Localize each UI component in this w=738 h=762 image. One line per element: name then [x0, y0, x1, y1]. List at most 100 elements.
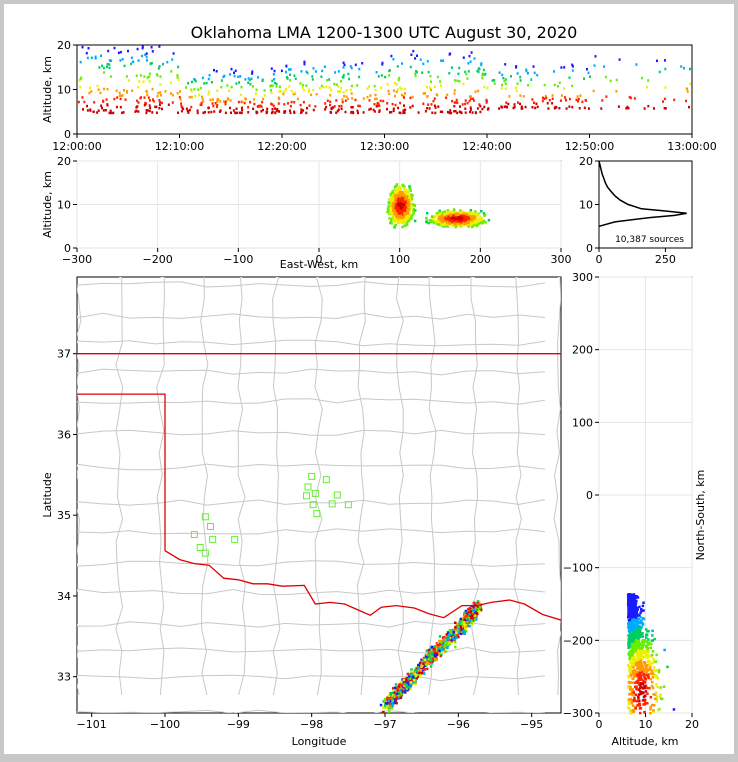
time-height-source-point: [274, 111, 277, 114]
plan-view-source-point: [445, 633, 449, 636]
north-south-source-point: [636, 614, 640, 617]
time-height-source-point: [285, 76, 288, 79]
time-height-source-point: [641, 76, 643, 80]
north-south-source-point: [642, 609, 645, 612]
north-south-source-point: [640, 607, 643, 611]
x-tick-label: 13:00:00: [667, 140, 716, 153]
time-height-source-point: [141, 45, 144, 48]
time-height-source-point: [563, 96, 566, 99]
north-south-source-point: [639, 616, 642, 619]
east-west-source-point: [400, 213, 404, 216]
north-south-source-point: [630, 690, 634, 693]
time-height-source-point: [493, 79, 496, 82]
north-south-source-point: [647, 643, 650, 646]
east-west-source-point: [467, 225, 470, 228]
north-south-source-point: [632, 651, 635, 654]
north-south-source-point: [643, 676, 646, 679]
north-south-source-point: [642, 643, 645, 646]
time-height-source-point: [235, 107, 238, 110]
north-south-source-point: [648, 641, 651, 645]
time-height-source-point: [88, 91, 91, 95]
time-height-source-point: [311, 75, 314, 78]
time-height-source-point: [379, 99, 382, 102]
east-west-source-point: [410, 199, 413, 202]
time-height-source-point: [587, 107, 590, 110]
plan-view-source-point: [418, 674, 422, 678]
east-west-source-point: [448, 222, 452, 225]
plan-view-source-point: [455, 630, 458, 633]
plan-view-source-point: [395, 701, 398, 705]
time-height-source-point: [424, 92, 426, 95]
time-height-source-point: [455, 101, 458, 104]
figure-title: Oklahoma LMA 1200-1300 UTC August 30, 20…: [191, 23, 578, 42]
plan-view-source-point: [438, 643, 442, 646]
time-height-source-point: [289, 79, 292, 82]
plan-view-source-point: [449, 631, 453, 634]
time-height-source-point: [234, 69, 237, 73]
plan-view-source-point: [405, 687, 409, 690]
east-west-source-point: [395, 194, 399, 198]
north-south-source-point: [637, 653, 641, 656]
time-height-source-point: [202, 111, 205, 115]
time-height-source-point: [401, 62, 403, 65]
east-west-source-point: [469, 217, 473, 220]
time-height-source-point: [102, 99, 105, 103]
time-height-source-point: [524, 105, 527, 109]
time-height-source-point: [311, 78, 314, 81]
time-height-source-point: [683, 66, 685, 70]
plan-view-source-point: [443, 646, 447, 650]
plan-view-source-point: [440, 647, 444, 650]
time-height-source-point: [247, 111, 250, 114]
north-south-source-point: [629, 665, 633, 668]
east-west-source-point: [441, 225, 445, 228]
time-height-source-point: [411, 95, 414, 99]
time-height-source-point: [448, 53, 451, 56]
time-height-source-point: [456, 79, 459, 82]
time-height-source-point: [455, 98, 458, 102]
north-south-source-point: [656, 709, 660, 712]
time-height-source-point: [90, 90, 93, 93]
plan-view-source-point: [403, 682, 407, 686]
north-south-source-point: [637, 633, 641, 636]
time-height-source-point: [293, 110, 296, 114]
east-west-source-point: [397, 202, 400, 206]
north-south-source-point: [646, 656, 649, 660]
time-height-source-point: [428, 86, 431, 89]
time-height-source-point: [436, 75, 439, 79]
plan-view-source-point: [423, 672, 426, 675]
time-height-source-point: [380, 86, 383, 89]
east-west-source-point: [397, 207, 400, 210]
time-height-source-point: [369, 107, 372, 111]
county-boundary-line: [77, 312, 546, 320]
time-height-source-point: [504, 63, 507, 66]
north-south-source-point: [639, 659, 643, 662]
time-height-source-point: [391, 102, 394, 106]
east-west-source-point: [400, 216, 403, 219]
time-height-source-point: [247, 77, 250, 80]
plan-view-source-point: [460, 620, 463, 624]
north-south-source-point: [650, 655, 653, 658]
time-height-source-point: [208, 74, 211, 77]
time-height-source-point: [204, 110, 206, 114]
north-south-source-point: [635, 661, 639, 664]
plan-view-source-point: [456, 622, 459, 626]
plan-view-source-point: [444, 634, 447, 638]
y-tick-label: 37: [57, 348, 71, 361]
time-height-source-point: [200, 103, 203, 107]
time-height-source-point: [170, 70, 173, 73]
time-height-source-point: [187, 109, 190, 113]
plan-view-source-point: [465, 612, 469, 615]
plan-view-source-point: [456, 626, 459, 629]
time-height-source-point: [483, 85, 486, 89]
time-height-source-point: [419, 58, 422, 61]
plan-view-source-point: [474, 611, 477, 615]
north-south-source-point: [638, 656, 641, 659]
time-height-source-point: [646, 85, 648, 89]
east-west-source-point: [391, 198, 394, 202]
plan-view-source-point: [422, 659, 425, 662]
time-height-source-point: [320, 84, 323, 88]
time-height-source-point: [501, 83, 503, 87]
north-south-source-point: [640, 661, 643, 664]
north-south-source-point: [659, 686, 662, 689]
east-west-source-point: [473, 215, 477, 219]
